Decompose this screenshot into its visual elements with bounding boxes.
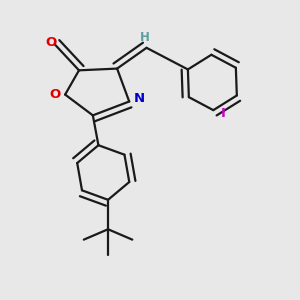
Text: N: N	[134, 92, 145, 104]
Text: H: H	[140, 31, 150, 44]
Text: O: O	[46, 36, 57, 49]
Text: I: I	[220, 107, 226, 120]
Text: O: O	[49, 88, 60, 101]
